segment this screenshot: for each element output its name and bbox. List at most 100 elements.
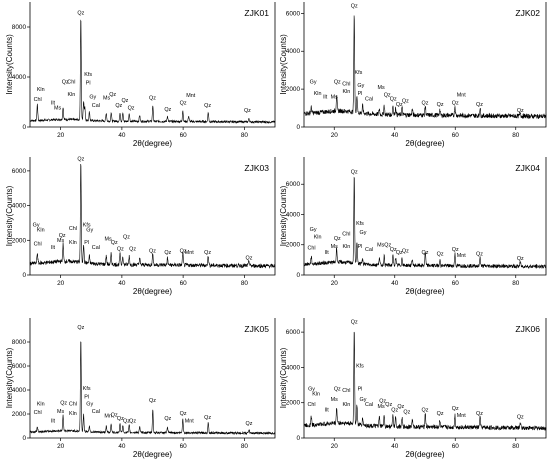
peak-label: Chl — [34, 242, 42, 248]
peak-label: Kln — [314, 91, 322, 97]
peak-label: Gy — [89, 94, 96, 100]
x-axis-label: 2θ(degree) — [405, 450, 444, 459]
peak-label: Qz — [204, 250, 211, 256]
y-tick-label: 0 — [22, 435, 26, 442]
y-tick-label: 0 — [296, 435, 300, 442]
x-axis-label: 2θ(degree) — [405, 287, 444, 296]
peak-label: Qz — [390, 247, 397, 253]
peak-label: Kln — [69, 240, 77, 246]
peak-label: Chl — [342, 388, 350, 394]
x-tick-label: 80 — [512, 280, 520, 287]
peak-label: Kfs — [356, 221, 364, 227]
peak-label: Ms — [378, 85, 385, 91]
peak-label: Pl — [86, 81, 91, 87]
xrd-panel-zjk03: 0 2000 4000 6000 20 40 60 80 2θ(degree) Intensity… — [5, 156, 276, 296]
y-tick-label: 6000 — [12, 168, 27, 175]
peak-label: Qz — [452, 247, 459, 253]
peak-label: Mnt — [457, 413, 466, 419]
peak-label: Ms — [378, 404, 385, 410]
peak-label: Mn — [104, 414, 112, 420]
peak-label: Gy — [308, 386, 315, 392]
x-tick-label: 40 — [391, 280, 399, 287]
peak-label: Qz — [60, 400, 67, 406]
y-tick-label: 8000 — [12, 24, 27, 31]
peak-label: Qz — [129, 418, 136, 424]
peak-label: Qz — [384, 93, 391, 99]
peak-label: Qz — [128, 106, 135, 112]
peak-label: Kln — [342, 402, 350, 408]
peak-label: Qz — [385, 402, 392, 408]
xrd-panel-zjk05: 0 2000 4000 6000 8000 20 40 60 80 2θ(degree) Inten… — [5, 318, 276, 459]
peak-label: Qz — [121, 98, 128, 104]
xrd-panel-zjk01: 0 4000 8000 20 40 60 80 2θ(degree) Intensity(Cou… — [5, 2, 276, 148]
x-tick-label: 20 — [331, 132, 339, 139]
sample-label: ZJK03 — [244, 163, 269, 173]
peak-label: Qz — [351, 319, 358, 325]
peak-label: Qz — [123, 235, 130, 241]
y-tick-label: 4000 — [286, 48, 301, 55]
peak-label: Qz — [437, 251, 444, 257]
y-tick-label: 6000 — [286, 181, 301, 188]
x-tick-label: 80 — [512, 443, 520, 450]
peak-label: Gy — [86, 228, 93, 234]
y-tick-label: 2000 — [12, 237, 27, 244]
y-tick-label: 0 — [22, 272, 26, 279]
peak-label: Ilt — [51, 245, 56, 251]
x-tick-label: 60 — [452, 443, 460, 450]
sample-label: ZJK01 — [244, 8, 269, 18]
peak-label: Qz — [149, 398, 156, 404]
peak-label: Qz — [149, 248, 156, 254]
x-tick-label: 80 — [512, 132, 520, 139]
peak-label: Pl — [358, 91, 363, 97]
peak-label: Ms — [103, 96, 110, 102]
peak-label: Chl — [69, 402, 77, 408]
xrd-panel-zjk02: 0 2000 4000 6000 20 40 60 80 2θ(degree) Intensity… — [279, 2, 547, 148]
y-tick-label: 4000 — [12, 203, 27, 210]
peak-label: Qz — [379, 399, 386, 405]
peak-label: Gy — [310, 79, 317, 85]
peak-label: Qz — [391, 408, 398, 414]
peak-label: Pl — [84, 240, 89, 246]
x-tick-label: 60 — [180, 443, 188, 450]
peak-label: Qz — [517, 415, 524, 421]
x-tick-label: 40 — [118, 280, 126, 287]
peak-label: Qz — [402, 98, 409, 104]
peak-label: Kln — [67, 92, 75, 98]
peak-label: Cal — [365, 247, 373, 253]
sample-label: ZJK06 — [515, 324, 540, 334]
peak-label: Gy — [33, 222, 40, 228]
peak-label: Kln — [342, 89, 350, 95]
peak-label: Qz — [164, 250, 171, 256]
y-tick-label: 6000 — [286, 10, 301, 17]
peak-label: Pl — [358, 386, 363, 392]
peak-label: Qz — [452, 406, 459, 412]
peak-label: Qz — [77, 156, 84, 162]
peak-label: Chl — [34, 97, 42, 103]
peak-label: Kln — [37, 87, 45, 93]
y-tick-label: 4000 — [286, 211, 301, 218]
peak-label: Mnt — [185, 250, 194, 256]
y-tick-label: 2000 — [286, 242, 301, 249]
y-axis-label: Intensity(Counts) — [5, 185, 14, 246]
xrd-trace — [303, 176, 547, 270]
y-tick-label: 0 — [296, 272, 300, 279]
peak-label: Mnt — [186, 93, 195, 99]
sample-label: ZJK04 — [515, 163, 540, 173]
peak-label: Kln — [312, 392, 320, 398]
y-tick-label: 8000 — [12, 339, 27, 346]
peak-label: Qz — [129, 247, 136, 253]
x-tick-label: 60 — [452, 132, 460, 139]
xrd-trace — [29, 163, 276, 269]
y-tick-label: 2000 — [12, 411, 27, 418]
peak-label: Qz — [422, 250, 429, 256]
peak-label: Kln — [37, 402, 45, 408]
y-tick-label: 0 — [296, 124, 300, 131]
peak-label: Qz — [77, 11, 84, 17]
peak-label: Qz — [123, 418, 130, 424]
y-axis-label: Intensity(Counts) — [279, 185, 288, 246]
x-axis-label: 2θ(degree) — [133, 450, 172, 459]
y-tick-label: 2000 — [286, 86, 301, 93]
peak-label: Kfs — [355, 70, 363, 76]
x-tick-label: 60 — [180, 132, 188, 139]
